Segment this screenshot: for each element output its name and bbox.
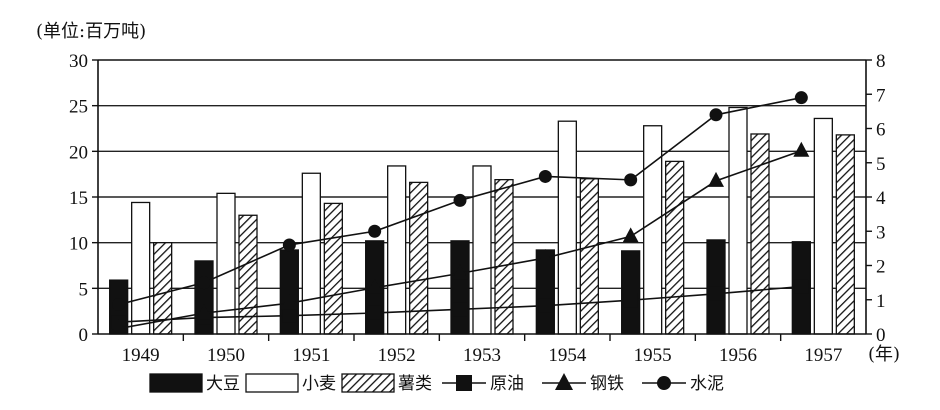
legend: 大豆 小麦 薯类 原油 钢铁 水泥 [149, 373, 724, 394]
bar-小麦 [643, 125, 663, 335]
x-tick-label: 1953 [463, 345, 501, 366]
marker-水泥 [624, 173, 638, 187]
bar-大豆 [621, 250, 641, 335]
marker-钢铁 [110, 319, 127, 335]
bar-薯类 [494, 178, 514, 335]
legend-marker-钢铁 [555, 373, 573, 390]
bars [109, 106, 855, 335]
bar-薯类 [665, 160, 685, 335]
legend-label-小麦: 小麦 [302, 374, 336, 394]
y-tick-label-right: 0 [876, 325, 886, 346]
y-tick-label-right: 6 [876, 120, 886, 141]
legend-marker-原油 [456, 375, 472, 391]
unit-label: (单位:百万吨) [36, 21, 146, 42]
bar-小麦 [301, 172, 321, 335]
x-unit-label: (年) [868, 344, 900, 365]
marker-原油 [453, 302, 467, 317]
x-tick-label: 1951 [292, 345, 330, 366]
bar-薯类 [579, 178, 599, 335]
marker-钢铁 [537, 248, 554, 264]
x-tick-label: 1952 [378, 345, 416, 366]
y-tick-label-left: 25 [69, 97, 88, 118]
x-tick-label: 1957 [804, 345, 842, 366]
legend-swatch-薯类 [341, 373, 395, 393]
legend-label-薯类: 薯类 [398, 374, 432, 394]
y-tick-label-left: 10 [69, 234, 88, 255]
marker-钢铁 [366, 278, 383, 294]
marker-水泥 [794, 91, 808, 105]
marker-钢铁 [622, 227, 639, 243]
marker-原油 [623, 293, 638, 308]
y-tick-label-left: 15 [69, 188, 88, 209]
marker-水泥 [112, 298, 126, 312]
marker-水泥 [197, 276, 211, 290]
marker-原油 [794, 279, 809, 294]
x-tick-label: 1954 [548, 345, 587, 366]
y-tick-label-left: 5 [79, 279, 89, 300]
legend-swatch-小麦 [245, 373, 299, 393]
bar-小麦 [813, 117, 833, 335]
lines [110, 91, 810, 335]
bar-小麦 [216, 192, 236, 335]
legend-label-水泥: 水泥 [690, 374, 724, 394]
bar-小麦 [387, 165, 407, 335]
y-tick-label-right: 3 [876, 222, 886, 243]
legend-label-大豆: 大豆 [206, 374, 240, 394]
y-tick-label-right: 8 [876, 51, 886, 72]
x-tick-label: 1950 [207, 345, 245, 366]
marker-水泥 [368, 224, 382, 238]
marker-钢铁 [196, 304, 212, 320]
x-tick-label: 1956 [719, 345, 757, 366]
y-tick-label-left: 20 [69, 142, 88, 163]
legend-swatch-大豆 [149, 373, 203, 393]
marker-水泥 [538, 169, 552, 183]
axes: 0 5 10 15 20 25 30 0 1 2 3 4 5 6 7 8 1949 1950 1951 1952 195… [69, 51, 900, 366]
bar-小麦 [557, 120, 577, 335]
bar-小麦 [728, 106, 748, 335]
y-tick-label-right: 2 [876, 257, 886, 278]
y-tick-label-right: 7 [876, 85, 886, 106]
bar-薯类 [835, 134, 855, 335]
marker-原油 [367, 305, 382, 320]
y-tick-label-right: 1 [876, 291, 886, 312]
y-tick-label-right: 5 [876, 154, 886, 175]
marker-水泥 [709, 108, 723, 122]
y-tick-label-left: 30 [69, 51, 88, 72]
legend-marker-水泥 [657, 376, 671, 390]
x-tick-label: 1955 [634, 345, 672, 366]
marker-水泥 [282, 238, 296, 252]
marker-原油 [538, 298, 553, 313]
x-tick-label: 1949 [122, 345, 160, 366]
bar-小麦 [131, 201, 151, 335]
bar-大豆 [450, 240, 470, 335]
marker-钢铁 [281, 294, 298, 310]
marker-钢铁 [793, 141, 810, 157]
marker-原油 [282, 308, 297, 323]
marker-原油 [709, 286, 723, 301]
y-tick-label-right: 4 [876, 188, 886, 209]
marker-钢铁 [708, 171, 724, 187]
marker-水泥 [453, 193, 467, 207]
y-tick-label-left: 0 [79, 325, 89, 346]
legend-label-原油: 原油 [490, 374, 524, 394]
legend-label-钢铁: 钢铁 [590, 374, 624, 394]
marker-钢铁 [452, 264, 468, 280]
